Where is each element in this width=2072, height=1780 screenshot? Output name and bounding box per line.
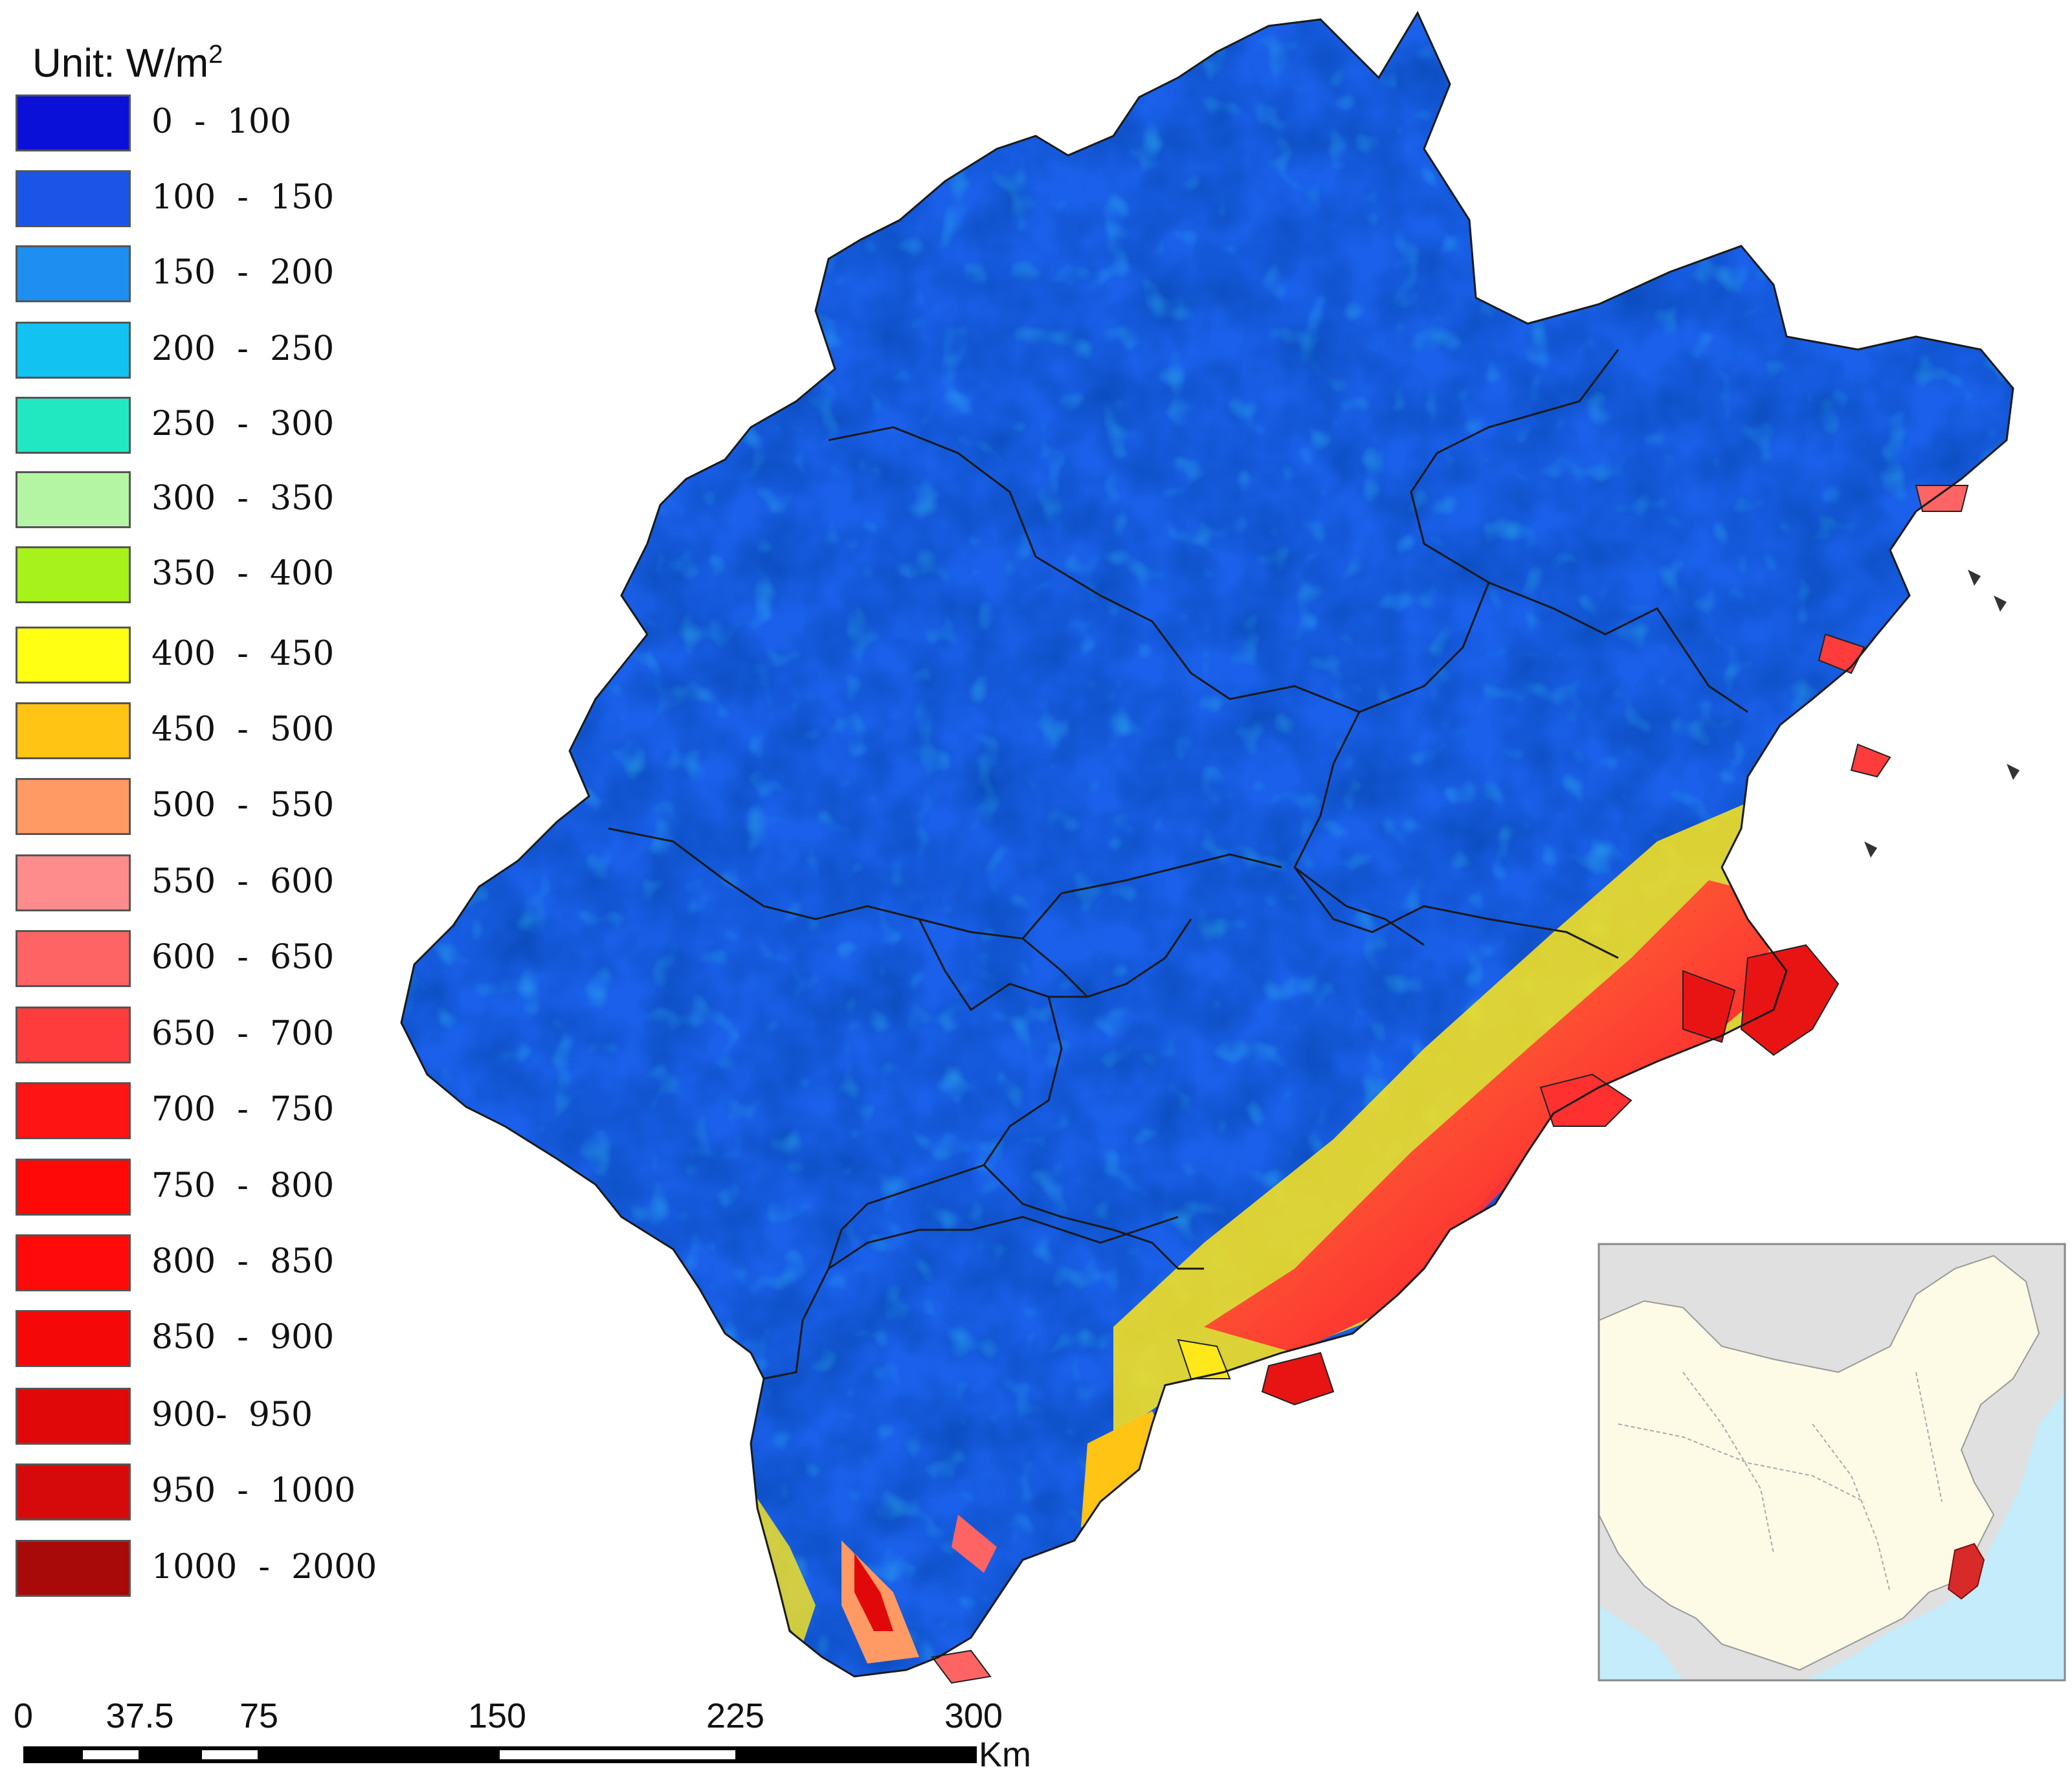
legend-label: 1000 - 2000 — [151, 1548, 377, 1586]
legend-swatch — [16, 702, 131, 759]
legend-label: 650 - 700 — [151, 1014, 335, 1053]
legend-label: 800 - 850 — [151, 1242, 335, 1281]
legend-swatch — [16, 245, 131, 302]
legend-swatch — [16, 1159, 131, 1216]
scale-bar-tick-label: 37.5 — [106, 1697, 174, 1735]
legend-swatch — [16, 627, 131, 684]
scale-bar-tick-label: 225 — [706, 1697, 765, 1735]
legend-label: 900- 950 — [151, 1396, 313, 1434]
legend-label: 550 - 600 — [151, 862, 335, 901]
legend-title: Unit: W/m2 — [32, 40, 223, 86]
inset-locator-map — [1598, 1243, 2066, 1682]
legend-swatch — [16, 1388, 131, 1445]
scale-bar-tick-label: 0 — [13, 1697, 34, 1735]
legend-swatch — [16, 322, 131, 379]
legend-swatch — [16, 854, 131, 911]
legend-swatch — [16, 170, 131, 227]
legend-label: 450 - 500 — [151, 710, 335, 749]
legend-label: 750 - 800 — [151, 1166, 335, 1205]
scale-bar-unit: Km — [979, 1735, 1031, 1774]
legend-swatch — [16, 471, 131, 528]
legend-swatch — [16, 546, 131, 603]
legend-label: 850 - 900 — [151, 1318, 335, 1357]
legend-swatch — [16, 1540, 131, 1597]
legend-label: 100 - 150 — [151, 178, 335, 217]
legend-label: 300 - 350 — [151, 479, 335, 518]
legend-swatch — [16, 397, 131, 454]
legend-label: 200 - 250 — [151, 329, 335, 368]
legend-label: 400 - 450 — [151, 634, 335, 673]
legend-label: 150 - 200 — [151, 253, 335, 292]
legend-label: 600 - 650 — [151, 938, 335, 977]
scale-bar-tick-label: 150 — [467, 1697, 527, 1735]
legend-label: 500 - 550 — [151, 786, 335, 825]
legend-swatch — [16, 1234, 131, 1291]
legend-swatch — [16, 95, 131, 151]
scale-bar — [23, 1746, 977, 1763]
legend-label: 350 - 400 — [151, 554, 335, 593]
legend-swatch — [16, 1082, 131, 1139]
legend-swatch — [16, 1463, 131, 1520]
legend-swatch — [16, 1007, 131, 1063]
legend-label: 0 - 100 — [151, 102, 292, 141]
inset-china-landmass — [1598, 1254, 2040, 1671]
legend-label: 700 - 750 — [151, 1090, 335, 1129]
inset-fujian-highlight — [1947, 1542, 1985, 1600]
administrative-boundaries — [400, 10, 2014, 1678]
scale-bar-tick-label: 300 — [944, 1697, 1003, 1735]
legend-swatch — [16, 930, 131, 987]
legend-swatch — [16, 778, 131, 835]
legend-label: 950 - 1000 — [151, 1471, 356, 1510]
legend-swatch — [16, 1310, 131, 1367]
scale-bar-tick-label: 75 — [239, 1697, 279, 1735]
legend-label: 250 - 300 — [151, 405, 335, 443]
